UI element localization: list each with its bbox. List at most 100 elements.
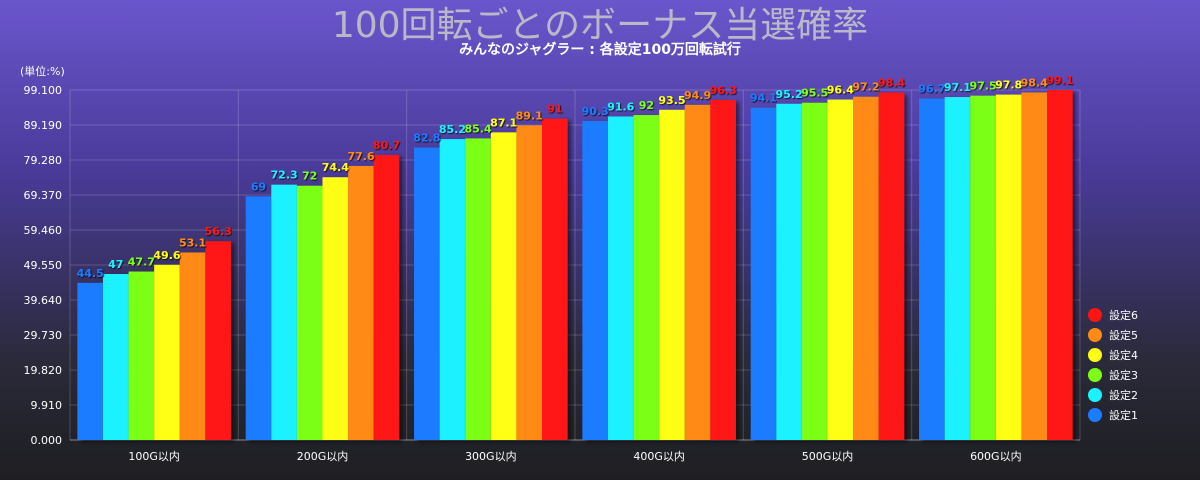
y-tick-label: 19.820	[24, 364, 63, 377]
legend-marker	[1088, 388, 1102, 402]
bar	[77, 282, 103, 440]
data-labels: 44.5 47 47.749.653.156.3 69 72.3 72 74.477.680…	[77, 74, 1074, 280]
y-tick-label: 9.910	[31, 399, 63, 412]
bar	[465, 138, 491, 440]
legend-label: 設定2	[1109, 388, 1138, 402]
bar	[684, 104, 711, 441]
y-tick-label: 89.190	[24, 119, 63, 132]
bar	[659, 109, 685, 440]
axes: 0.000 9.910 19.820 29.730 39.640 49.550 59.460…	[24, 84, 1080, 463]
data-label: 91	[547, 103, 562, 116]
data-label: 94.9	[684, 89, 711, 102]
bar	[582, 121, 608, 441]
x-tick-label: 200G以内	[297, 449, 349, 463]
data-label: 98.4	[1021, 76, 1048, 89]
legend-marker	[1088, 348, 1102, 362]
bar	[776, 103, 802, 441]
y-tick-label: 29.730	[24, 329, 63, 342]
bar	[322, 177, 349, 441]
data-label: 90.3	[582, 105, 609, 118]
y-tick-label: 79.280	[24, 154, 63, 167]
data-label: 53.1	[179, 236, 206, 249]
data-label: 99.1	[1046, 74, 1073, 87]
bar	[970, 95, 996, 441]
data-label: 69	[251, 180, 266, 193]
bar	[348, 165, 374, 440]
y-tick-label: 69.370	[24, 189, 63, 202]
bar	[853, 96, 879, 441]
legend-label: 設定6	[1109, 308, 1138, 322]
bar	[542, 118, 568, 440]
y-tick-label: 0.000	[31, 434, 63, 447]
legend-label: 設定5	[1109, 328, 1138, 342]
x-tick-label: 500G以内	[802, 449, 854, 463]
bar	[205, 241, 231, 440]
legend-marker	[1088, 308, 1102, 322]
data-label: 77.6	[347, 150, 374, 163]
bar	[919, 98, 945, 440]
data-label: 47	[108, 258, 123, 271]
data-label: 97.5	[969, 80, 996, 93]
data-label: 97.1	[944, 81, 971, 94]
bar	[944, 97, 971, 441]
y-tick-label: 59.460	[24, 224, 63, 237]
legend: 設定6 設定5 設定4 設定3 設定2 設定1	[1088, 308, 1138, 422]
chart-subtitle: みんなのジャグラー : 各設定100万回転試行	[459, 41, 741, 58]
data-label: 96.4	[827, 84, 854, 97]
bar	[296, 185, 323, 440]
grid-lines	[69, 89, 1081, 441]
data-label: 56.3	[205, 225, 232, 238]
bar	[179, 252, 206, 440]
data-label: 72.3	[271, 169, 298, 182]
data-label: 92	[639, 99, 654, 112]
data-label: 44.5	[77, 267, 104, 280]
legend-label: 設定1	[1109, 408, 1138, 422]
legend-marker	[1088, 328, 1102, 342]
bar	[750, 107, 777, 440]
chart-title: 100回転ごとのボーナス当選確率	[332, 5, 868, 46]
data-label: 47.7	[128, 256, 155, 269]
data-label: 96.7	[918, 82, 945, 95]
data-label: 94.1	[750, 92, 777, 105]
bar	[801, 102, 828, 441]
data-label: 87.1	[490, 116, 517, 129]
bar	[154, 264, 180, 440]
data-label: 85.4	[464, 122, 491, 135]
data-label: 91.6	[607, 100, 634, 113]
bar	[373, 154, 400, 440]
bar	[516, 125, 543, 440]
bar	[878, 92, 905, 440]
y-tick-label: 39.640	[24, 294, 63, 307]
legend-marker	[1088, 408, 1102, 422]
bar	[995, 94, 1022, 441]
data-label: 72	[302, 170, 317, 183]
data-label: 85.2	[439, 123, 466, 136]
x-tick-label: 100G以内	[128, 449, 180, 463]
y-axis-unit-label: (単位:%)	[20, 64, 65, 78]
bar	[245, 196, 272, 440]
data-label: 74.4	[322, 161, 349, 174]
legend-label: 設定4	[1109, 348, 1138, 362]
y-tick-label: 49.550	[24, 259, 63, 272]
bar	[414, 147, 440, 440]
x-tick-label: 400G以内	[633, 449, 685, 463]
bar	[1021, 92, 1048, 440]
data-label: 97.8	[995, 79, 1022, 92]
data-label: 89.1	[516, 109, 543, 122]
bar	[710, 99, 736, 440]
bar	[271, 184, 297, 440]
legend-label: 設定3	[1109, 368, 1138, 382]
bar	[827, 99, 854, 440]
data-label: 49.6	[153, 249, 180, 262]
data-label: 93.5	[658, 94, 685, 107]
data-label: 97.2	[852, 81, 879, 94]
data-label: 96.3	[710, 84, 737, 97]
data-label: 95.2	[776, 88, 803, 101]
y-tick-label: 99.100	[24, 84, 63, 97]
x-tick-label: 300G以内	[465, 449, 517, 463]
bar	[102, 274, 129, 440]
bar	[1047, 90, 1073, 440]
data-label: 98.4	[878, 76, 905, 89]
